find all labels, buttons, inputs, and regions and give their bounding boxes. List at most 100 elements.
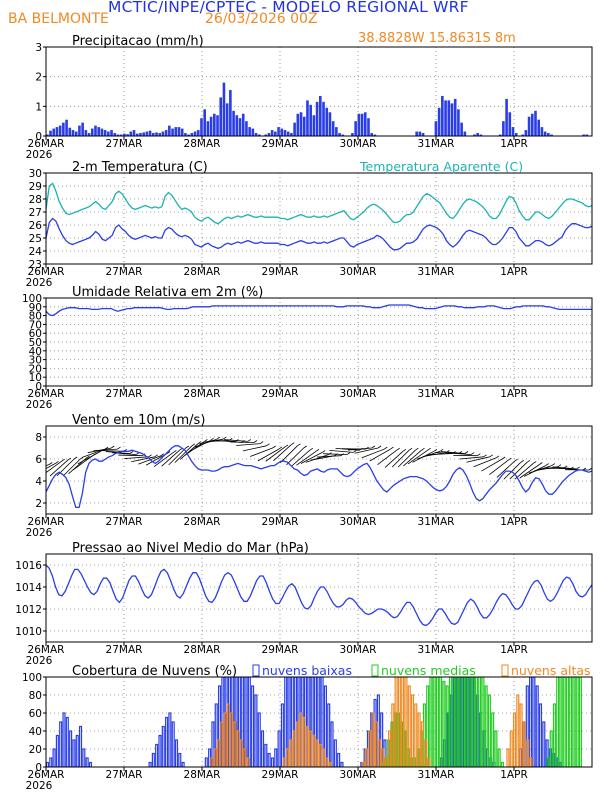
precip-bar <box>457 109 460 136</box>
cloud-bar-nuvens-altas <box>299 712 303 767</box>
cloud-bar-nuvens-altas <box>305 725 309 767</box>
precip-bar <box>168 125 171 136</box>
precip-bar <box>511 127 515 136</box>
wind-barb-head <box>433 448 438 452</box>
wind-barb-head <box>55 461 59 464</box>
wind-barb <box>174 445 193 463</box>
cloud-bar-nuvens-baixas <box>257 712 261 767</box>
wind-barb-head <box>408 447 413 451</box>
precip-bar <box>264 134 268 136</box>
x-tick-label: 1APR <box>500 266 528 278</box>
cloud-bar-nuvens-medias <box>458 677 462 767</box>
cloud-bar-nuvens-baixas <box>284 677 288 767</box>
cloud-bar-nuvens-altas <box>282 757 286 767</box>
cloud-bar-nuvens-baixas <box>251 685 255 767</box>
cloud-bar-nuvens-baixas <box>290 677 294 767</box>
precip-bar <box>479 134 483 136</box>
cloud-bar-nuvens-baixas <box>337 752 341 767</box>
wind-barb-head <box>384 446 388 450</box>
precip-bar <box>360 113 364 136</box>
precip-bar <box>132 130 136 136</box>
wind-barb-head <box>477 453 481 457</box>
cloud-bar-nuvens-medias <box>448 677 452 767</box>
y-tick-label: 4 <box>35 476 42 488</box>
cloud-bar-nuvens-altas <box>243 748 247 767</box>
wind-barb <box>223 439 248 442</box>
precip-bar <box>447 100 451 136</box>
x-tick-label: 29MAR <box>262 516 299 528</box>
precip-bar <box>540 127 544 136</box>
x-tick-label: 26MAR <box>28 138 65 150</box>
series-line-temperatura-aparente-c- <box>46 182 592 225</box>
y-tick-label: 10 <box>29 372 42 384</box>
precip-bar <box>213 113 216 136</box>
panel-title: Precipitacao (mm/h) <box>72 34 204 49</box>
cloud-bar-nuvens-baixas <box>260 730 265 767</box>
precip-bar <box>325 107 329 136</box>
precip-bar <box>434 121 438 136</box>
precip-bar <box>290 133 293 136</box>
cloud-bar-nuvens-baixas <box>277 730 281 767</box>
cloud-bar-nuvens-altas <box>424 739 428 767</box>
wind-barb-head <box>185 445 189 449</box>
y-tick-label: 60 <box>29 328 42 340</box>
wind-barb <box>179 443 199 460</box>
cloud-bar-nuvens-medias <box>435 677 439 767</box>
precip-bar <box>293 122 296 136</box>
cloud-bar-nuvens-medias <box>497 748 501 767</box>
precip-bar <box>547 133 550 136</box>
precip-bar <box>200 118 203 136</box>
precip-bar <box>363 112 367 136</box>
y-tick-label: 20 <box>29 363 42 375</box>
y-tick-label: 30 <box>29 355 42 367</box>
precip-bar <box>514 133 518 136</box>
precip-bar <box>373 134 377 136</box>
precip-bar <box>58 125 62 136</box>
panel-6: 0 20 40 60 80 100 26MAR 27MAR 28MAR 29MAR 30MAR 31M… <box>22 663 593 792</box>
cloud-bar-nuvens-baixas <box>525 685 529 767</box>
precip-bar <box>113 133 117 136</box>
cloud-bar-nuvens-medias <box>468 677 472 767</box>
x-tick-label: 28MAR <box>184 388 221 400</box>
cloud-bar-nuvens-altas <box>364 748 369 767</box>
cloud-bar-nuvens-medias <box>442 680 446 767</box>
precip-bar <box>62 122 65 136</box>
cloud-bar-nuvens-baixas <box>264 743 268 767</box>
series-line-2-m-temperatura-c- <box>46 217 592 251</box>
wind-barb-head <box>532 461 537 464</box>
precip-bar <box>184 133 187 136</box>
y-tick-label: 1016 <box>15 560 42 572</box>
precip-bar <box>171 128 174 136</box>
precip-bar <box>180 128 184 136</box>
model-title: MCTIC/INPE/CPTEC - MODELO REGIONAL WRF <box>108 0 469 16</box>
cloud-bar-nuvens-medias <box>484 685 488 767</box>
panel-frame <box>45 46 593 137</box>
cloud-bar-nuvens-baixas <box>545 739 549 767</box>
cloud-bar-nuvens-altas <box>381 748 385 767</box>
year-label: 2026 <box>26 655 53 667</box>
cloud-bar-nuvens-medias <box>426 685 430 767</box>
panel-title: Vento em 10m (m/s) <box>72 413 205 428</box>
precip-bar <box>87 133 91 136</box>
cloud-bar-nuvens-baixas <box>62 712 66 767</box>
x-tick-label: 27MAR <box>106 388 143 400</box>
y-tick-label: 20 <box>29 744 42 756</box>
panel-frame <box>45 553 593 643</box>
location-coords: 38.8828W 15.8631S 8m <box>358 31 516 46</box>
wind-barb-head <box>117 446 121 450</box>
wind-barb-head <box>551 463 556 466</box>
cloud-bar-nuvens-altas <box>210 757 214 767</box>
precip-bar <box>534 110 537 136</box>
wind-barb-head <box>315 448 320 452</box>
cloud-bar-nuvens-baixas <box>204 757 208 767</box>
y-tick-label: 1012 <box>15 604 42 616</box>
precip-bar <box>530 113 534 136</box>
precip-bar <box>251 128 255 136</box>
plot-area <box>46 677 582 767</box>
precip-bar <box>351 133 354 136</box>
precip-bar <box>277 127 280 136</box>
cloud-bar-nuvens-baixas <box>330 721 334 767</box>
cloud-bar-nuvens-altas <box>226 703 230 767</box>
x-tick-label: 30MAR <box>340 266 377 278</box>
wind-barb <box>369 448 391 462</box>
